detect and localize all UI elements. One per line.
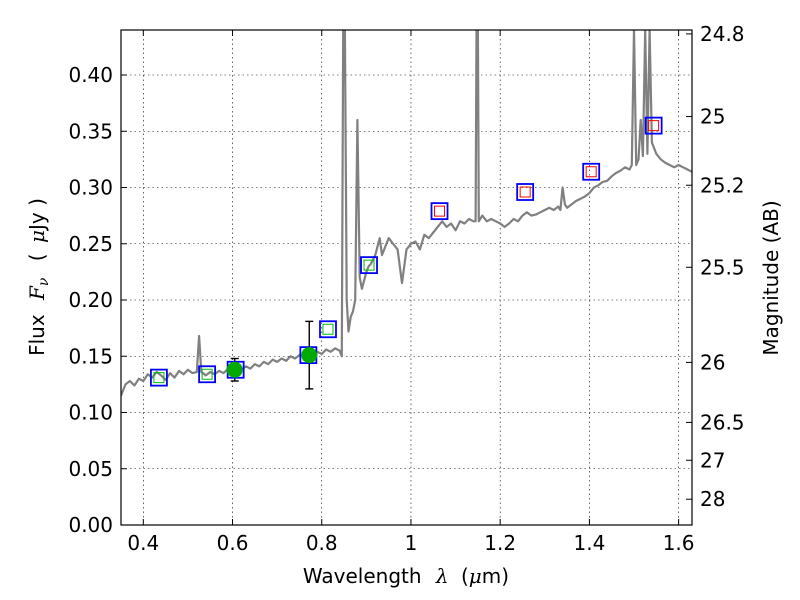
x-axis: 0.4 0.6 0.8 1 1.2 1.4 1.6 [127, 30, 695, 555]
y-tick-label: 0.10 [68, 401, 113, 425]
spectrum-line [121, 30, 692, 397]
model-square [150, 368, 168, 387]
y2-axis: 24.8 25 25.2 25.5 26 26.5 27 28 [686, 22, 745, 511]
points-layer [150, 116, 663, 390]
model-square [319, 320, 337, 339]
y-tick-label: 0.40 [68, 63, 113, 87]
y2-tick-label: 26 [700, 350, 725, 374]
y2-tick-label: 28 [700, 487, 725, 511]
y2-tick-label: 26.5 [700, 410, 745, 434]
x-tick-label: 1.2 [484, 531, 516, 555]
model-square [198, 365, 216, 384]
model-square [430, 202, 449, 221]
model-square [516, 183, 535, 201]
x-tick-label: 0.4 [127, 531, 159, 555]
y2-axis-label: Magnitude (AB) [759, 200, 783, 355]
x-tick-label: 1 [405, 531, 418, 555]
model-square-inner [648, 120, 660, 132]
y-axis: 0.00 0.05 0.10 0.15 0.20 0.25 0.30 0.35 0.40 [68, 63, 127, 537]
y2-tick-label: 27 [700, 448, 725, 472]
plot-frame [120, 29, 693, 526]
y-tick-label: 0.00 [68, 513, 113, 537]
x-tick-label: 1.4 [573, 531, 605, 555]
model-square [644, 116, 663, 135]
y-tick-label: 0.05 [68, 457, 113, 481]
model-square-inner [153, 372, 165, 384]
model-square-inner [363, 259, 375, 271]
model-square-inner [201, 368, 213, 380]
observed-point [226, 361, 243, 378]
model-square [360, 256, 378, 275]
x-tick-label: 0.8 [306, 531, 338, 555]
x-tick-label: 1.6 [663, 531, 695, 555]
y-tick-label: 0.15 [68, 344, 113, 368]
spectrum-layer [121, 30, 692, 397]
y2-tick-label: 25.2 [700, 173, 745, 197]
y2-tick-label: 25 [700, 105, 725, 129]
model-square-inner [519, 186, 531, 198]
y2-tick-label: 24.8 [700, 22, 745, 46]
y-tick-label: 0.20 [68, 288, 113, 312]
model-square-inner [585, 166, 597, 178]
x-axis-label: Wavelength λ (μm) [303, 564, 509, 588]
model-square-inner [322, 323, 334, 335]
model-square-inner [434, 205, 446, 217]
y2-tick-label: 25.5 [700, 255, 745, 279]
y-axis-label: Flux Fν ( μJy ) [25, 198, 53, 356]
grid-lines [121, 30, 692, 526]
x-tick-label: 0.6 [217, 531, 249, 555]
y-tick-label: 0.30 [68, 176, 113, 200]
y-tick-label: 0.25 [68, 232, 113, 256]
model-square [582, 162, 601, 181]
observed-point [301, 347, 318, 364]
y-tick-label: 0.35 [68, 119, 113, 143]
